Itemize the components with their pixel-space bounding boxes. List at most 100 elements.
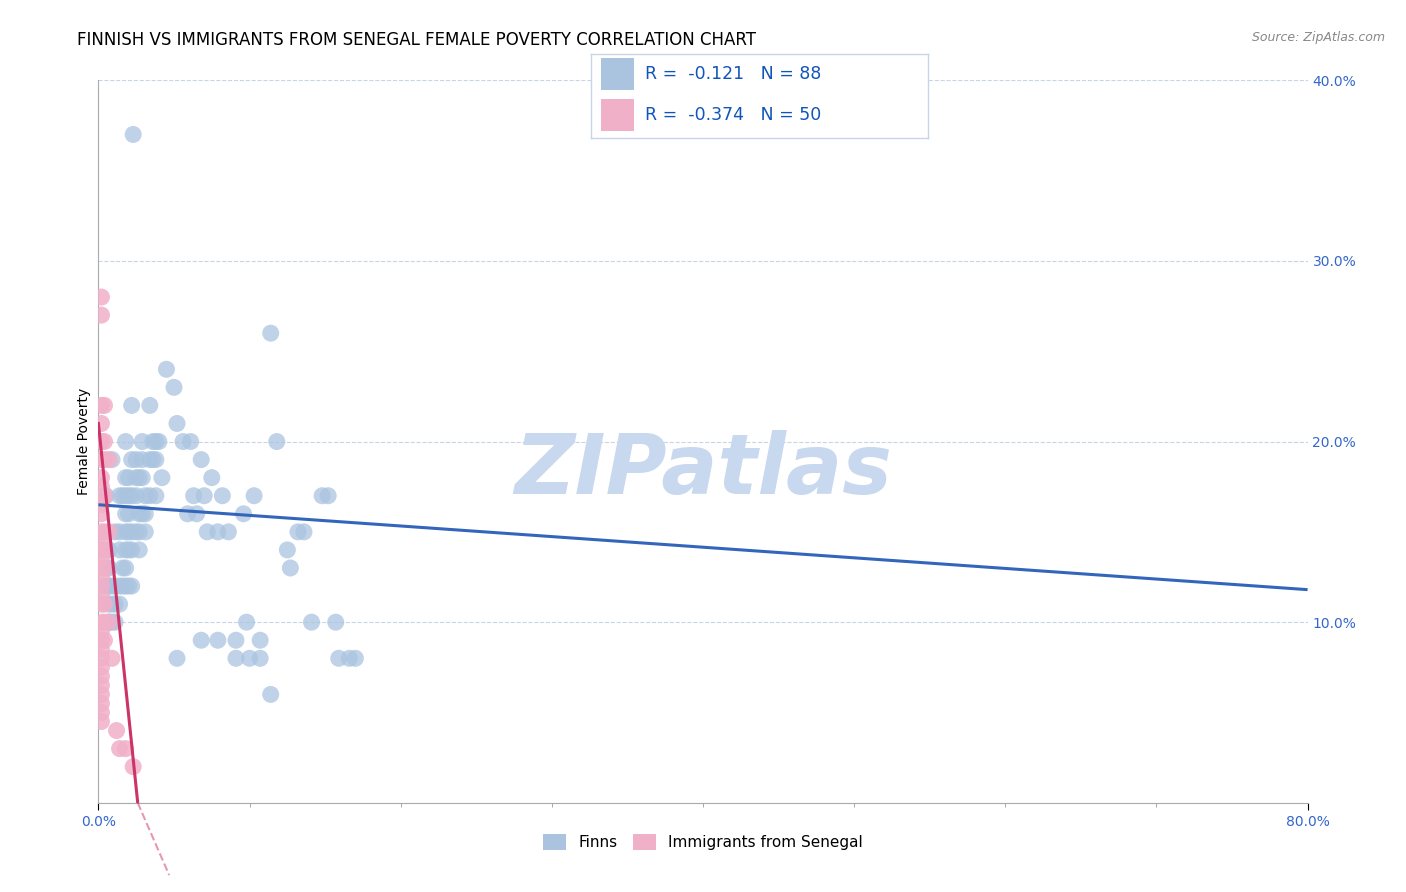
Point [114,471,136,485]
Point [207,524,229,539]
Point [98,561,121,575]
Point [114,524,136,539]
Point [183,489,205,503]
Point [108,579,131,593]
Point [190,633,212,648]
Point [125,489,148,503]
Point [201,471,224,485]
Point [94,561,117,575]
Point [108,524,131,539]
Point [114,507,136,521]
Point [98,615,121,630]
Bar [600,58,634,90]
Point [90,533,112,548]
Point [93,452,115,467]
Point [145,434,167,449]
Point [90,561,112,575]
Point [142,452,165,467]
Point [121,524,143,539]
Point [98,615,121,630]
Point [114,579,136,593]
Point [101,651,124,665]
Point [166,651,188,665]
Point [139,489,162,503]
Point [207,633,229,648]
Point [118,507,141,521]
Point [122,128,145,142]
Point [90,542,112,557]
Text: FINNISH VS IMMIGRANTS FROM SENEGAL FEMALE POVERTY CORRELATION CHART: FINNISH VS IMMIGRANTS FROM SENEGAL FEMAL… [77,31,756,49]
Point [90,651,112,665]
Point [260,326,283,340]
Point [128,507,150,521]
Point [98,542,121,557]
Point [90,597,112,611]
Point [266,434,288,449]
Point [90,697,112,711]
Point [128,471,150,485]
Text: ZIPatlas: ZIPatlas [515,430,891,511]
Point [232,507,254,521]
Point [139,452,162,467]
Point [90,669,112,683]
Point [131,471,153,485]
Y-axis label: Female Poverty: Female Poverty [77,388,91,495]
Point [118,542,141,557]
Point [311,489,333,503]
Point [118,471,141,485]
Point [186,507,208,521]
Point [195,524,218,539]
Point [193,489,215,503]
Point [101,452,124,467]
Point [93,561,115,575]
Point [301,615,323,630]
Point [121,579,143,593]
Point [114,542,136,557]
Point [148,434,170,449]
Point [90,398,112,412]
Point [111,489,134,503]
Point [134,507,156,521]
Point [94,579,117,593]
Point [128,542,150,557]
Point [93,597,115,611]
Point [122,760,145,774]
Point [90,714,112,729]
Point [260,687,283,701]
Point [217,524,239,539]
Point [292,524,315,539]
Point [90,524,112,539]
Legend: Finns, Immigrants from Senegal: Finns, Immigrants from Senegal [537,829,869,856]
Point [118,524,141,539]
Point [172,434,194,449]
Point [190,452,212,467]
Point [93,542,115,557]
Point [90,570,112,584]
Point [134,489,156,503]
Point [180,434,202,449]
Point [90,678,112,692]
Point [139,398,162,412]
Point [128,524,150,539]
Point [90,687,112,701]
Point [111,579,134,593]
Point [93,633,115,648]
Point [101,615,124,630]
Point [108,489,131,503]
Point [111,561,134,575]
Point [90,498,112,512]
Point [176,507,198,521]
Point [93,398,115,412]
Point [90,308,112,322]
Point [114,489,136,503]
Point [93,489,115,503]
Point [344,651,367,665]
Point [101,579,124,593]
Text: Source: ZipAtlas.com: Source: ZipAtlas.com [1251,31,1385,45]
Point [145,489,167,503]
Point [125,452,148,467]
Point [325,615,347,630]
Point [131,507,153,521]
Text: R =  -0.121   N = 88: R = -0.121 N = 88 [644,65,821,83]
Point [93,615,115,630]
